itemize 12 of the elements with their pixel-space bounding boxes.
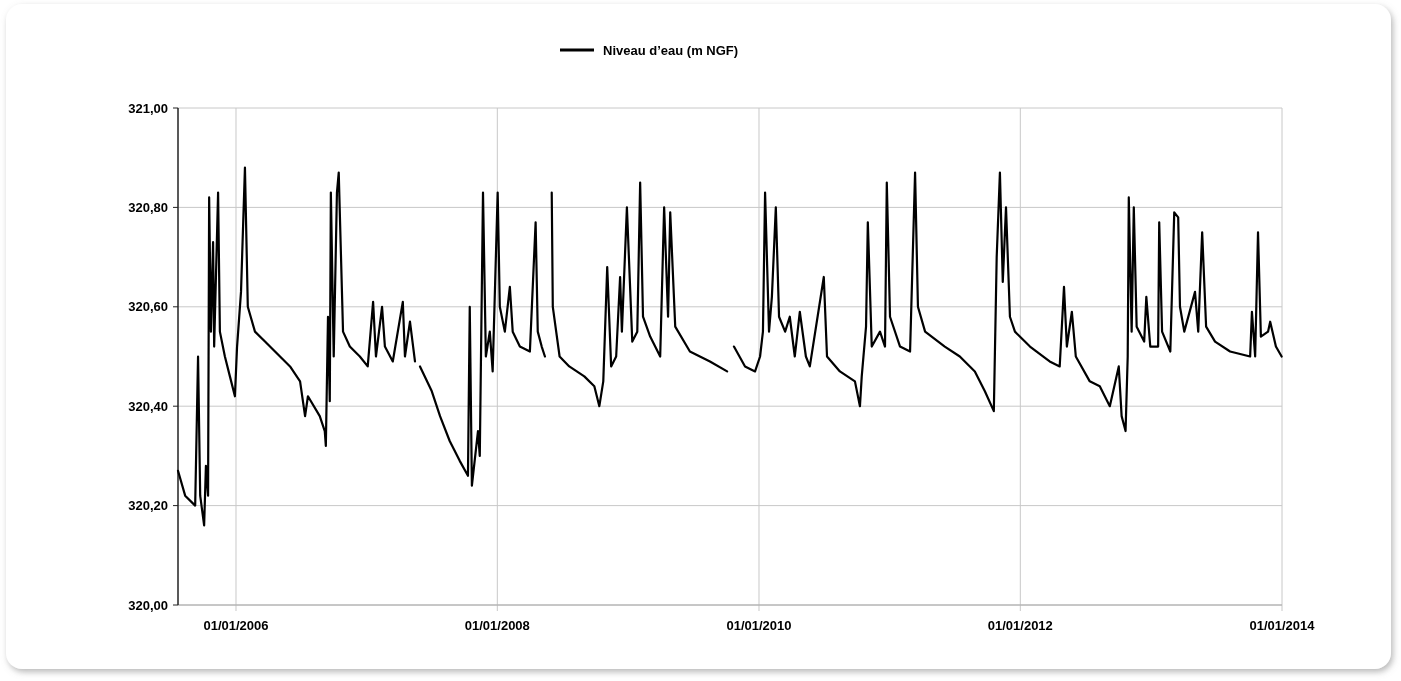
y-tick-label: 320,60 [128, 299, 168, 315]
y-tick-label: 320,80 [128, 199, 168, 215]
x-tick-label: 01/01/2014 [1249, 618, 1316, 633]
x-tick-label: 01/01/2010 [726, 618, 792, 633]
x-tick-label: 01/01/2012 [987, 618, 1053, 633]
y-tick-label: 320,40 [128, 398, 168, 414]
y-tick-label: 321,00 [128, 100, 168, 116]
x-tick-label: 01/01/2008 [464, 618, 530, 633]
legend-label: Niveau d’eau (m NGF) [603, 43, 739, 58]
y-tick-label: 320,20 [128, 498, 168, 514]
x-tick-label: 01/01/2006 [203, 618, 269, 633]
y-tick-label: 320,00 [128, 597, 168, 613]
